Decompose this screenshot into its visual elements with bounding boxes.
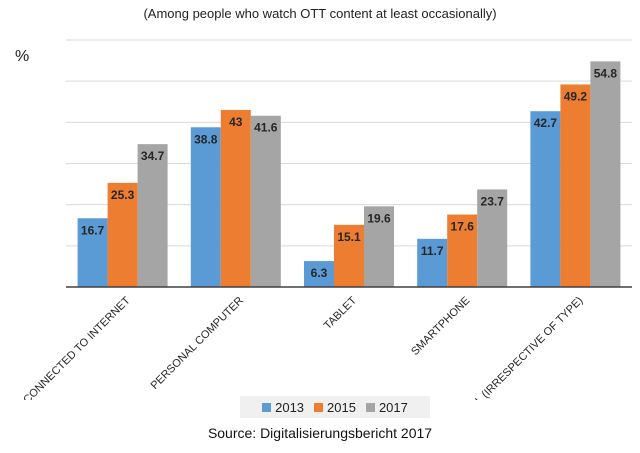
bar-2017 bbox=[364, 206, 394, 287]
bar-layer bbox=[77, 61, 621, 288]
data-label: 11.7 bbox=[421, 244, 444, 258]
data-label: 42.7 bbox=[534, 116, 558, 130]
bar-2017 bbox=[477, 189, 508, 287]
bar-2015 bbox=[447, 214, 478, 287]
category-label: PERSONAL COMPUTER bbox=[149, 295, 246, 392]
data-label: 41.6 bbox=[254, 121, 278, 135]
legend: 2013 2015 2017 bbox=[240, 396, 430, 418]
category-label: TV CONNECTED TO INTERNET bbox=[9, 294, 133, 400]
data-label: 17.6 bbox=[451, 220, 475, 234]
data-label: 25.3 bbox=[111, 188, 135, 202]
category-label: SMARTPHONE bbox=[409, 295, 472, 358]
data-label: 15.1 bbox=[337, 230, 361, 244]
source-note: Source: Digitalisierungsbericht 2017 bbox=[207, 425, 433, 441]
category-label: TABLET bbox=[322, 294, 359, 331]
bar-2013 bbox=[77, 218, 108, 287]
bar-2015 bbox=[334, 224, 364, 287]
legend-item-2017: 2017 bbox=[365, 399, 408, 415]
data-label: 43 bbox=[229, 115, 243, 129]
data-label: 16.7 bbox=[81, 223, 105, 237]
bar-2015 bbox=[560, 84, 591, 288]
bar-2013 bbox=[304, 261, 334, 287]
data-label: 19.6 bbox=[367, 211, 391, 225]
plot-area: 16.7 25.3 34.7 38.8 43 41.6 6.3 15.1 19.6 11.7 17.… bbox=[9, 39, 632, 400]
category-label: ALL (IRRESPECTIVE OF TYPE) bbox=[464, 295, 586, 400]
bar-2017 bbox=[137, 144, 168, 287]
bar-2013 bbox=[530, 111, 561, 288]
legend-label-2017: 2017 bbox=[378, 399, 408, 415]
axis-layer: TV CONNECTED TO INTERNET PERSONAL COMPUTE… bbox=[9, 286, 632, 400]
data-label: 54.8 bbox=[594, 66, 618, 80]
bar-2013 bbox=[417, 238, 448, 287]
bar-2013 bbox=[190, 127, 221, 287]
legend-label-2013: 2013 bbox=[275, 399, 305, 415]
bar-2015 bbox=[107, 182, 138, 287]
data-label-layer: 16.7 25.3 34.7 38.8 43 41.6 6.3 15.1 19.6 11.7 17.… bbox=[81, 66, 617, 280]
data-label: 38.8 bbox=[194, 132, 218, 146]
legend-swatch-2013 bbox=[262, 402, 272, 412]
legend-swatch-2017 bbox=[365, 402, 375, 412]
bar-2017 bbox=[250, 115, 281, 287]
y-unit-label: % bbox=[15, 48, 30, 65]
chart-subtitle: (Among people who watch OTT content at l… bbox=[143, 6, 497, 21]
legend-swatch-2015 bbox=[314, 402, 324, 412]
bar-2017 bbox=[590, 61, 621, 288]
legend-label-2015: 2015 bbox=[327, 399, 356, 415]
legend-item-2015: 2015 bbox=[314, 400, 356, 415]
legend-item-2013: 2013 bbox=[262, 400, 304, 415]
data-label: 34.7 bbox=[141, 149, 165, 163]
data-label: 23.7 bbox=[481, 194, 505, 208]
data-label: 49.2 bbox=[564, 89, 588, 103]
data-label: 6.3 bbox=[311, 266, 328, 280]
bar-2015 bbox=[220, 109, 251, 287]
